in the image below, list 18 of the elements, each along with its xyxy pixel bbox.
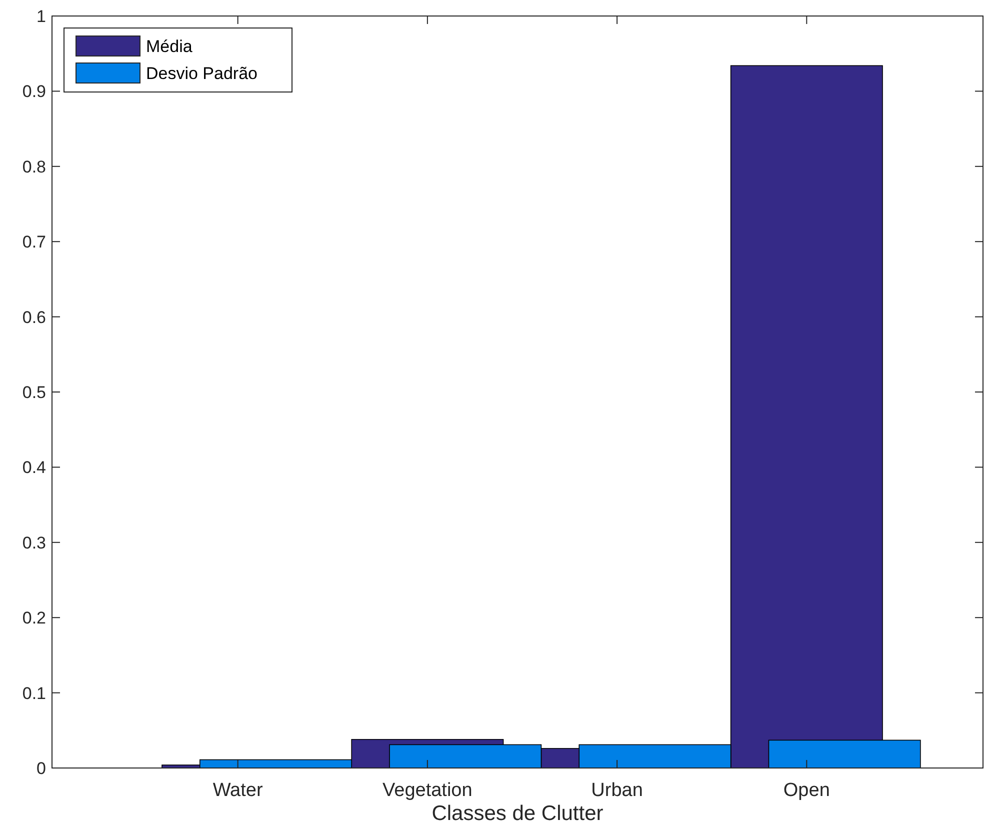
y-tick-label: 0.7 xyxy=(22,232,46,252)
y-tick-label: 0.3 xyxy=(22,533,46,552)
x-tick-label: Urban xyxy=(591,780,643,801)
legend-label: Média xyxy=(146,36,193,56)
x-tick-label: Vegetation xyxy=(382,780,472,801)
y-tick-label: 0.5 xyxy=(22,382,46,402)
y-tick-label: 0.6 xyxy=(22,308,46,327)
x-tick-label: Open xyxy=(783,780,830,801)
legend-label: Desvio Padrão xyxy=(146,64,258,83)
y-tick-label: 1 xyxy=(36,6,46,26)
y-tick-label: 0.8 xyxy=(22,157,46,176)
x-axis-title: Classes de Clutter xyxy=(432,802,604,825)
y-tick-label: 0.1 xyxy=(22,684,46,703)
y-tick-label: 0 xyxy=(36,758,46,778)
y-tick-label: 0.4 xyxy=(22,458,46,478)
y-tick-label: 0.9 xyxy=(22,82,46,102)
y-tick-label: 0.2 xyxy=(22,608,46,628)
x-tick-label: Water xyxy=(212,780,264,801)
